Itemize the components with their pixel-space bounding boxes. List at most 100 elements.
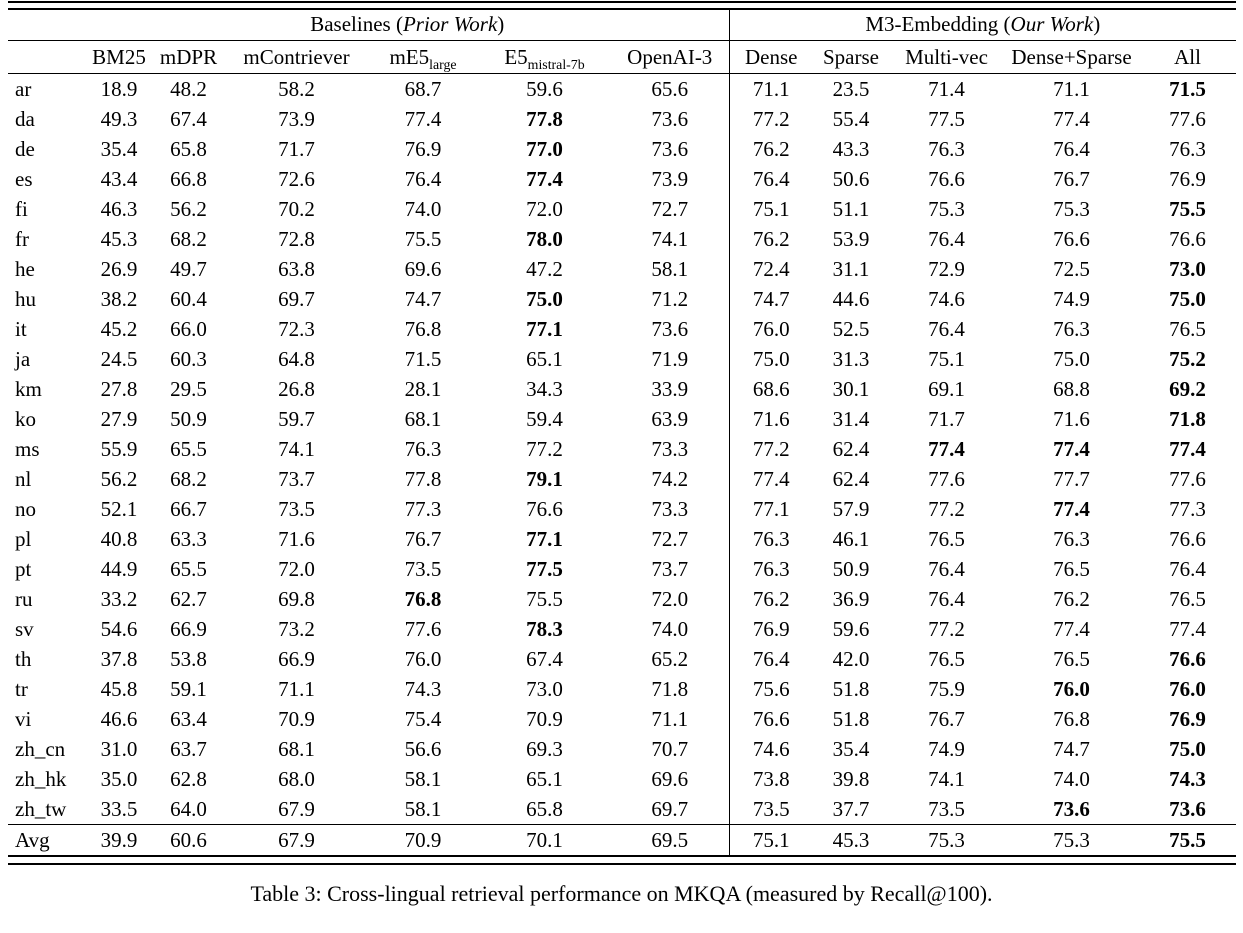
cell-ko-bm25: 27.9: [100, 407, 138, 431]
cell-pt-e5-mistral-7b: 77.5: [526, 557, 563, 581]
cell-da-dense: 77.2: [728, 104, 813, 134]
cell-fr-e5-mistral-7b: 78.0: [526, 227, 563, 251]
cell-sv-dense-sparse: 77.4: [1053, 617, 1090, 641]
cell-de-openai-3: 73.6: [651, 137, 689, 161]
cell-th-openai-3: 65.2: [651, 647, 689, 671]
cell-th-me5-large: 76.0: [404, 647, 442, 671]
group-header-m3-suffix: ): [1093, 12, 1101, 36]
cell-ko-openai-3: 63.9: [651, 407, 689, 431]
group-header-baselines: Baselines (Prior Work): [86, 9, 729, 41]
cell-pl-dense: 76.3: [728, 524, 813, 554]
col-header-openai-3: OpenAI-3: [611, 40, 729, 74]
language-label-hu: hu: [15, 287, 36, 311]
cell-nl-bm25: 56.2: [100, 467, 138, 491]
cell-fi-multi-vec: 75.3: [928, 197, 965, 221]
language-label-es: es: [15, 167, 33, 191]
cell-hu-me5-large: 74.7: [404, 287, 442, 311]
cell-ms-dense-sparse: 77.4: [1053, 437, 1090, 461]
col-header-e5-mistral-7b: E5mistral-7b: [478, 40, 611, 74]
language-label-km: km: [15, 377, 42, 401]
cell-de-all: 76.3: [1169, 137, 1206, 161]
cell-nl-sparse: 62.4: [832, 467, 870, 491]
cell-ko-mdpr: 50.9: [170, 407, 207, 431]
table-row-no: no 52.1 66.7 73.5 77.3 76.6 73.3 77.1 57.9 77.2 77…: [8, 494, 1236, 524]
cell-zh_hk-multi-vec: 74.1: [928, 767, 965, 791]
cell-tr-all: 76.0: [1169, 677, 1206, 701]
cell-da-openai-3: 73.6: [651, 107, 689, 131]
cell-es-dense-sparse: 76.7: [1053, 167, 1090, 191]
cell-da-mcontriever: 73.9: [278, 107, 315, 131]
language-label-nl: nl: [15, 467, 32, 491]
cell-vi-bm25: 46.6: [100, 707, 138, 731]
group-header-row: Baselines (Prior Work) M3-Embedding (Our…: [8, 9, 1237, 41]
cell-ms-openai-3: 73.3: [651, 437, 689, 461]
cell-fi-openai-3: 72.7: [651, 197, 689, 221]
cell-da-bm25: 49.3: [100, 107, 138, 131]
cell-it-mdpr: 66.0: [170, 317, 207, 341]
cell-nl-me5-large: 77.8: [404, 467, 442, 491]
cell-zh_hk-e5-mistral-7b: 65.1: [526, 767, 563, 791]
cell-vi-e5-mistral-7b: 70.9: [526, 707, 563, 731]
cell-no-bm25: 52.1: [100, 497, 138, 521]
cell-pt-bm25: 44.9: [100, 557, 138, 581]
cell-ja-mcontriever: 64.8: [278, 347, 315, 371]
table-row-he: he 26.9 49.7 63.8 69.6 47.2 58.1 72.4 31.1 72.9 72…: [8, 254, 1236, 284]
cell-nl-e5-mistral-7b: 79.1: [526, 467, 563, 491]
cell-tr-mdpr: 59.1: [170, 677, 207, 701]
cell-it-e5-mistral-7b: 77.1: [526, 317, 563, 341]
table-row-sv: sv 54.6 66.9 73.2 77.6 78.3 74.0 76.9 59.6 77.2 77…: [8, 614, 1236, 644]
cell-ar-multi-vec: 71.4: [928, 77, 965, 101]
cell-ja-multi-vec: 75.1: [928, 347, 965, 371]
cell-pl-bm25: 40.8: [100, 527, 138, 551]
cell-ja-all: 75.2: [1169, 347, 1206, 371]
cell-zh_cn-multi-vec: 74.9: [928, 737, 965, 761]
cell-vi-sparse: 51.8: [832, 707, 870, 731]
cell-es-mcontriever: 72.6: [278, 167, 315, 191]
cell-zh_tw-sparse: 37.7: [832, 797, 870, 821]
cell-ja-sparse: 31.3: [832, 347, 870, 371]
col-header-me5-large-subscript: large: [429, 57, 457, 73]
cell-de-dense: 76.2: [728, 134, 813, 164]
cell-de-dense-sparse: 76.4: [1053, 137, 1090, 161]
cell-pl-me5-large: 76.7: [404, 527, 442, 551]
table-row-ms: ms 55.9 65.5 74.1 76.3 77.2 73.3 77.2 62.4 77.4 77…: [8, 434, 1236, 464]
language-label-zh_hk: zh_hk: [15, 767, 67, 791]
cell-fi-me5-large: 74.0: [404, 197, 442, 221]
cell-sv-openai-3: 74.0: [651, 617, 689, 641]
language-label-da: da: [15, 107, 35, 131]
cell-vi-openai-3: 71.1: [651, 707, 689, 731]
language-label-pt: pt: [15, 557, 32, 581]
cell-es-bm25: 43.4: [100, 167, 138, 191]
cell-it-me5-large: 76.8: [404, 317, 442, 341]
cell-km-dense-sparse: 68.8: [1053, 377, 1090, 401]
cell-sv-sparse: 59.6: [832, 617, 870, 641]
cell-fi-bm25: 46.3: [100, 197, 138, 221]
cell-ko-sparse: 31.4: [832, 407, 870, 431]
cell-hu-all: 75.0: [1169, 287, 1206, 311]
cell-es-sparse: 50.6: [832, 167, 870, 191]
col-header-mcontriever: mContriever: [225, 40, 368, 74]
col-header-me5-large: mE5large: [368, 40, 478, 74]
cell-da-sparse: 55.4: [832, 107, 870, 131]
cell-pl-all: 76.6: [1169, 527, 1206, 551]
cell-ar-dense-sparse: 71.1: [1053, 77, 1090, 101]
cell-ms-sparse: 62.4: [832, 437, 870, 461]
cell-zh_cn-e5-mistral-7b: 69.3: [526, 737, 563, 761]
group-header-baselines-suffix: ): [497, 12, 505, 36]
cell-zh_tw-all: 73.6: [1169, 797, 1206, 821]
cell-pl-mcontriever: 71.6: [278, 527, 315, 551]
cell-avg-dense-sparse: 75.3: [1004, 824, 1139, 856]
cell-da-mdpr: 67.4: [170, 107, 207, 131]
column-header-row: BM25 mDPR mContriever mE5large E5mistral-7b O…: [8, 40, 1237, 74]
cell-he-dense: 72.4: [728, 254, 813, 284]
cell-ar-openai-3: 65.6: [651, 77, 689, 101]
cell-th-dense: 76.4: [728, 644, 813, 674]
table-row-fi: fi 46.3 56.2 70.2 74.0 72.0 72.7 75.1 51.1 75.3 75…: [8, 194, 1236, 224]
cell-hu-mdpr: 60.4: [170, 287, 207, 311]
cell-ar-e5-mistral-7b: 59.6: [526, 77, 563, 101]
cell-ms-mcontriever: 74.1: [278, 437, 315, 461]
cell-he-sparse: 31.1: [832, 257, 870, 281]
cell-ko-e5-mistral-7b: 59.4: [526, 407, 563, 431]
cell-avg-openai-3: 69.5: [611, 824, 729, 856]
cell-avg-all: 75.5: [1139, 824, 1237, 856]
